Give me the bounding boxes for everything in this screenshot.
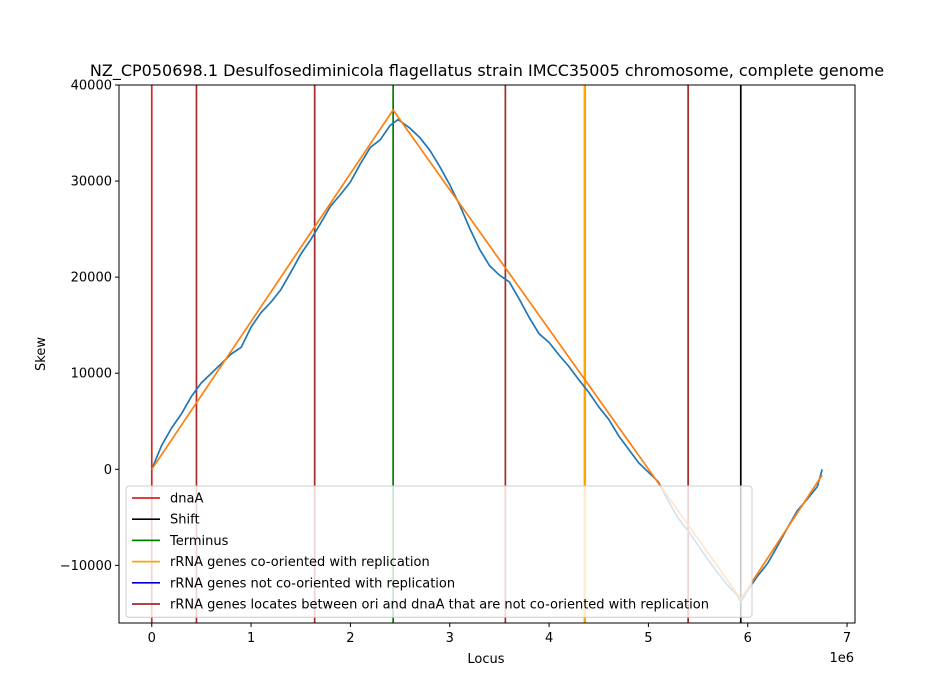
- x-tick-label-0: 0: [148, 631, 156, 646]
- x-tick-label-3: 3: [446, 631, 454, 646]
- y-tick-label-0: −10000: [60, 559, 112, 574]
- axes-frame: [118, 84, 856, 624]
- x-tick-label-2: 2: [346, 631, 354, 646]
- y-tick-label-1: 0: [104, 463, 112, 478]
- x-tick-label-7: 7: [843, 631, 851, 646]
- legend-label-4: rRNA genes not co-oriented with replicat…: [170, 576, 455, 591]
- x-tick-label-6: 6: [744, 631, 752, 646]
- y-axis-label: Skew: [34, 337, 49, 371]
- x-axis-label: Locus: [467, 652, 504, 667]
- legend-label-5: rRNA genes locates between ori and dnaA …: [170, 598, 709, 613]
- legend-box: [125, 485, 753, 618]
- legend-label-3: rRNA genes co-oriented with replication: [170, 555, 430, 570]
- y-tick-label-3: 20000: [71, 271, 112, 286]
- y-tick-label-5: 40000: [71, 79, 112, 94]
- x-axis-offset-label: 1e6: [829, 651, 854, 666]
- legend-label-0: dnaA: [170, 492, 203, 507]
- legend-label-2: Terminus: [169, 534, 229, 549]
- x-tick-label-5: 5: [644, 631, 652, 646]
- plot-area: 0 1 2 3 4 5 6 7 −10000 0 10000 20000 30000 40000 dnaA S…: [60, 79, 856, 646]
- chart-title: NZ_CP050698.1 Desulfosediminicola flagel…: [90, 61, 884, 81]
- x-tick-label-1: 1: [247, 631, 255, 646]
- legend-label-1: Shift: [170, 513, 200, 528]
- y-tick-label-4: 30000: [71, 175, 112, 190]
- x-tick-label-4: 4: [545, 631, 553, 646]
- series-line-1: [151, 109, 823, 600]
- y-tick-label-2: 10000: [71, 367, 112, 382]
- legend: dnaA Shift Terminus rRNA genes co-oriented …: [125, 485, 753, 618]
